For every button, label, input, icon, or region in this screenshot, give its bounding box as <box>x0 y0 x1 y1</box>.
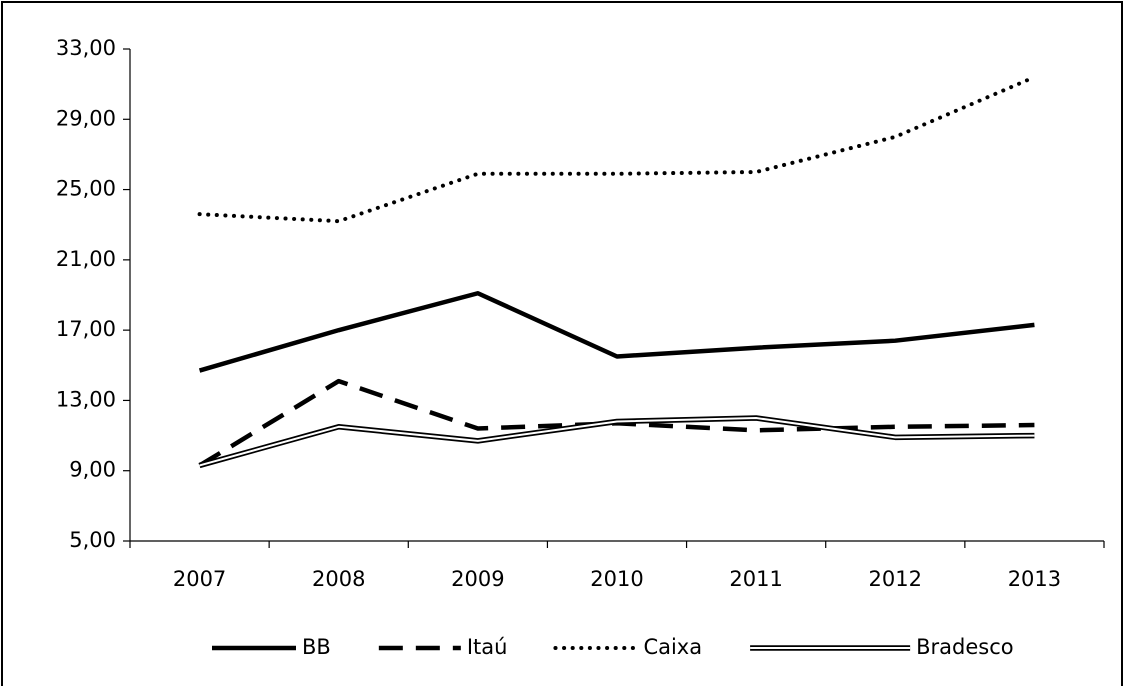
x-tick-label: 2008 <box>312 567 365 591</box>
legend-label: BB <box>302 635 331 659</box>
y-tick-label: 33,00 <box>56 36 116 60</box>
x-tick-label: 2013 <box>1008 567 1061 591</box>
x-tick-label: 2011 <box>729 567 782 591</box>
x-tick-label: 2007 <box>173 567 226 591</box>
series-line <box>198 290 1035 373</box>
y-tick-label: 29,00 <box>56 106 116 130</box>
y-tick-label: 13,00 <box>56 387 116 411</box>
x-tick-label: 2010 <box>590 567 643 591</box>
series-line <box>197 75 1037 224</box>
legend-label: Bradesco <box>916 635 1014 659</box>
legend-label: Caixa <box>643 635 702 659</box>
x-tick-label: 2009 <box>451 567 504 591</box>
y-tick-label: 21,00 <box>56 247 116 271</box>
y-tick-label: 5,00 <box>69 528 116 552</box>
x-tick-label: 2012 <box>869 567 922 591</box>
series-line <box>199 417 1035 467</box>
legend-label: Itaú <box>467 635 508 659</box>
y-tick-label: 25,00 <box>56 177 116 201</box>
y-tick-label: 17,00 <box>56 317 116 341</box>
y-tick-label: 9,00 <box>69 458 116 482</box>
